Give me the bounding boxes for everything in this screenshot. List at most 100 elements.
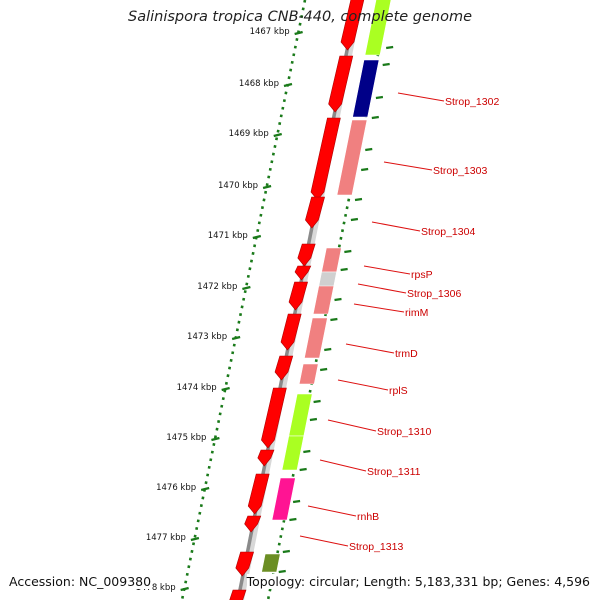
cds-arrow [288,281,308,311]
label-leader [397,92,445,102]
cog-block [304,317,328,359]
cds-arrow [294,265,312,281]
cds-arrow [305,196,325,229]
label-leader [353,303,405,313]
ruler-label: 1476 kbp [156,483,196,493]
ruler-label: 1473 kbp [187,332,227,342]
cds-arrow [247,473,270,515]
label-leader [363,265,411,275]
gene-label: Strop_1304 [421,226,475,238]
ruler-major-tick [200,486,210,492]
ruler-major-tick [294,30,303,36]
ruler-label: 1477 kbp [146,533,186,543]
genome-title: Salinispora tropica CNB-440, complete ge… [127,9,473,25]
inner-ruler-tick [324,347,332,352]
labels: 1467 kbp 1468 kbp 1469 kbp 1470 kbp 1471 kbp… [136,27,500,593]
ruler-major-tick [283,82,293,88]
cds-arrow [235,551,255,577]
gene-label: rpsP [411,269,433,281]
cds-arrow [229,589,247,600]
label-leader [319,459,367,472]
label-leader [337,379,389,391]
ruler-major-tick [252,234,262,240]
label-leader [345,343,395,354]
ruler-major-tick [242,285,251,291]
label-leader [307,505,357,517]
ruler-label: 1467 kbp [250,27,290,37]
inner-ruler-tick [303,449,311,454]
ruler-major-tick [273,132,283,138]
ruler-major-tick [211,436,220,442]
ruler-major-tick [262,184,272,190]
inner-ruler-tick [319,367,328,372]
ruler-label: 1468 kbp [239,79,279,89]
cog-block [281,435,305,471]
cog-block [312,285,335,315]
cog-block [288,393,313,437]
ruler-label: 1471 kbp [208,231,248,241]
gene-label: rimM [405,307,428,319]
inner-ruler-tick [334,297,342,302]
ruler-major-tick [221,386,230,392]
gene-label: rplS [389,385,408,397]
inner-ruler-tick [350,217,359,222]
outer-dotted-ruler [180,0,307,600]
cds-arrow [340,0,365,51]
gene-label: Strop_1306 [407,288,461,300]
cog-track [261,0,392,573]
inner-ruler-tick [375,95,384,100]
gene-label: Strop_1311 [367,466,421,478]
inner-ruler-tick [289,517,297,522]
label-leader [327,419,377,432]
ruler-major-tick [180,586,189,592]
cds-track [229,0,365,600]
inner-ruler-tick [340,267,348,272]
label-leader [357,283,407,294]
cog-block [336,119,368,196]
cds-arrow [297,243,316,267]
inner-ruler-tick [354,197,363,202]
cds-arrow [244,515,262,533]
cds-arrow [261,387,287,449]
inner-ruler-tick [330,317,338,322]
inner-ruler-tick [278,569,286,574]
cog-block [298,363,319,385]
label-leader [383,161,433,171]
cog-block [352,59,380,118]
ruler-label: 1472 kbp [197,282,237,292]
ruler-major-tick [190,536,200,542]
label-leader [371,221,421,232]
inner-ruler-tick [309,417,318,422]
cds-arrow [274,355,294,381]
topology-text: Topology: circular; Length: 5,183,331 bp… [246,574,590,589]
inner-ruler-tick [371,115,379,120]
inner-ruler-tick [344,249,352,254]
inner-ruler-tick [386,45,394,50]
ruler-major-tick [231,335,241,341]
cds-arrow [328,55,354,113]
inner-ruler-tick [282,549,290,554]
cog-block [271,477,296,521]
inner-ruler-tick [382,62,390,67]
cds-arrow [310,117,341,201]
inner-ruler-tick [313,399,321,404]
gene-label: Strop_1303 [433,165,487,177]
cds-arrow [280,313,302,351]
ruler-label: 1470 kbp [218,181,258,191]
cog-block [321,247,342,273]
gene-label: Strop_1313 [349,541,403,553]
cds-arrow [257,449,275,467]
inner-ruler-tick [299,467,307,472]
accession-text: Accession: NC_009380 [9,574,152,589]
cog-block [364,0,392,56]
label-leaders [299,92,445,547]
gene-label: Strop_1310 [377,426,431,438]
ruler-label: 1474 kbp [177,383,217,393]
inner-ruler-tick [365,147,373,152]
inner-ruler-tick [360,167,369,172]
inner-ruler-tick [292,499,301,504]
gene-label: rnhB [357,511,379,523]
cog-block [261,553,281,573]
